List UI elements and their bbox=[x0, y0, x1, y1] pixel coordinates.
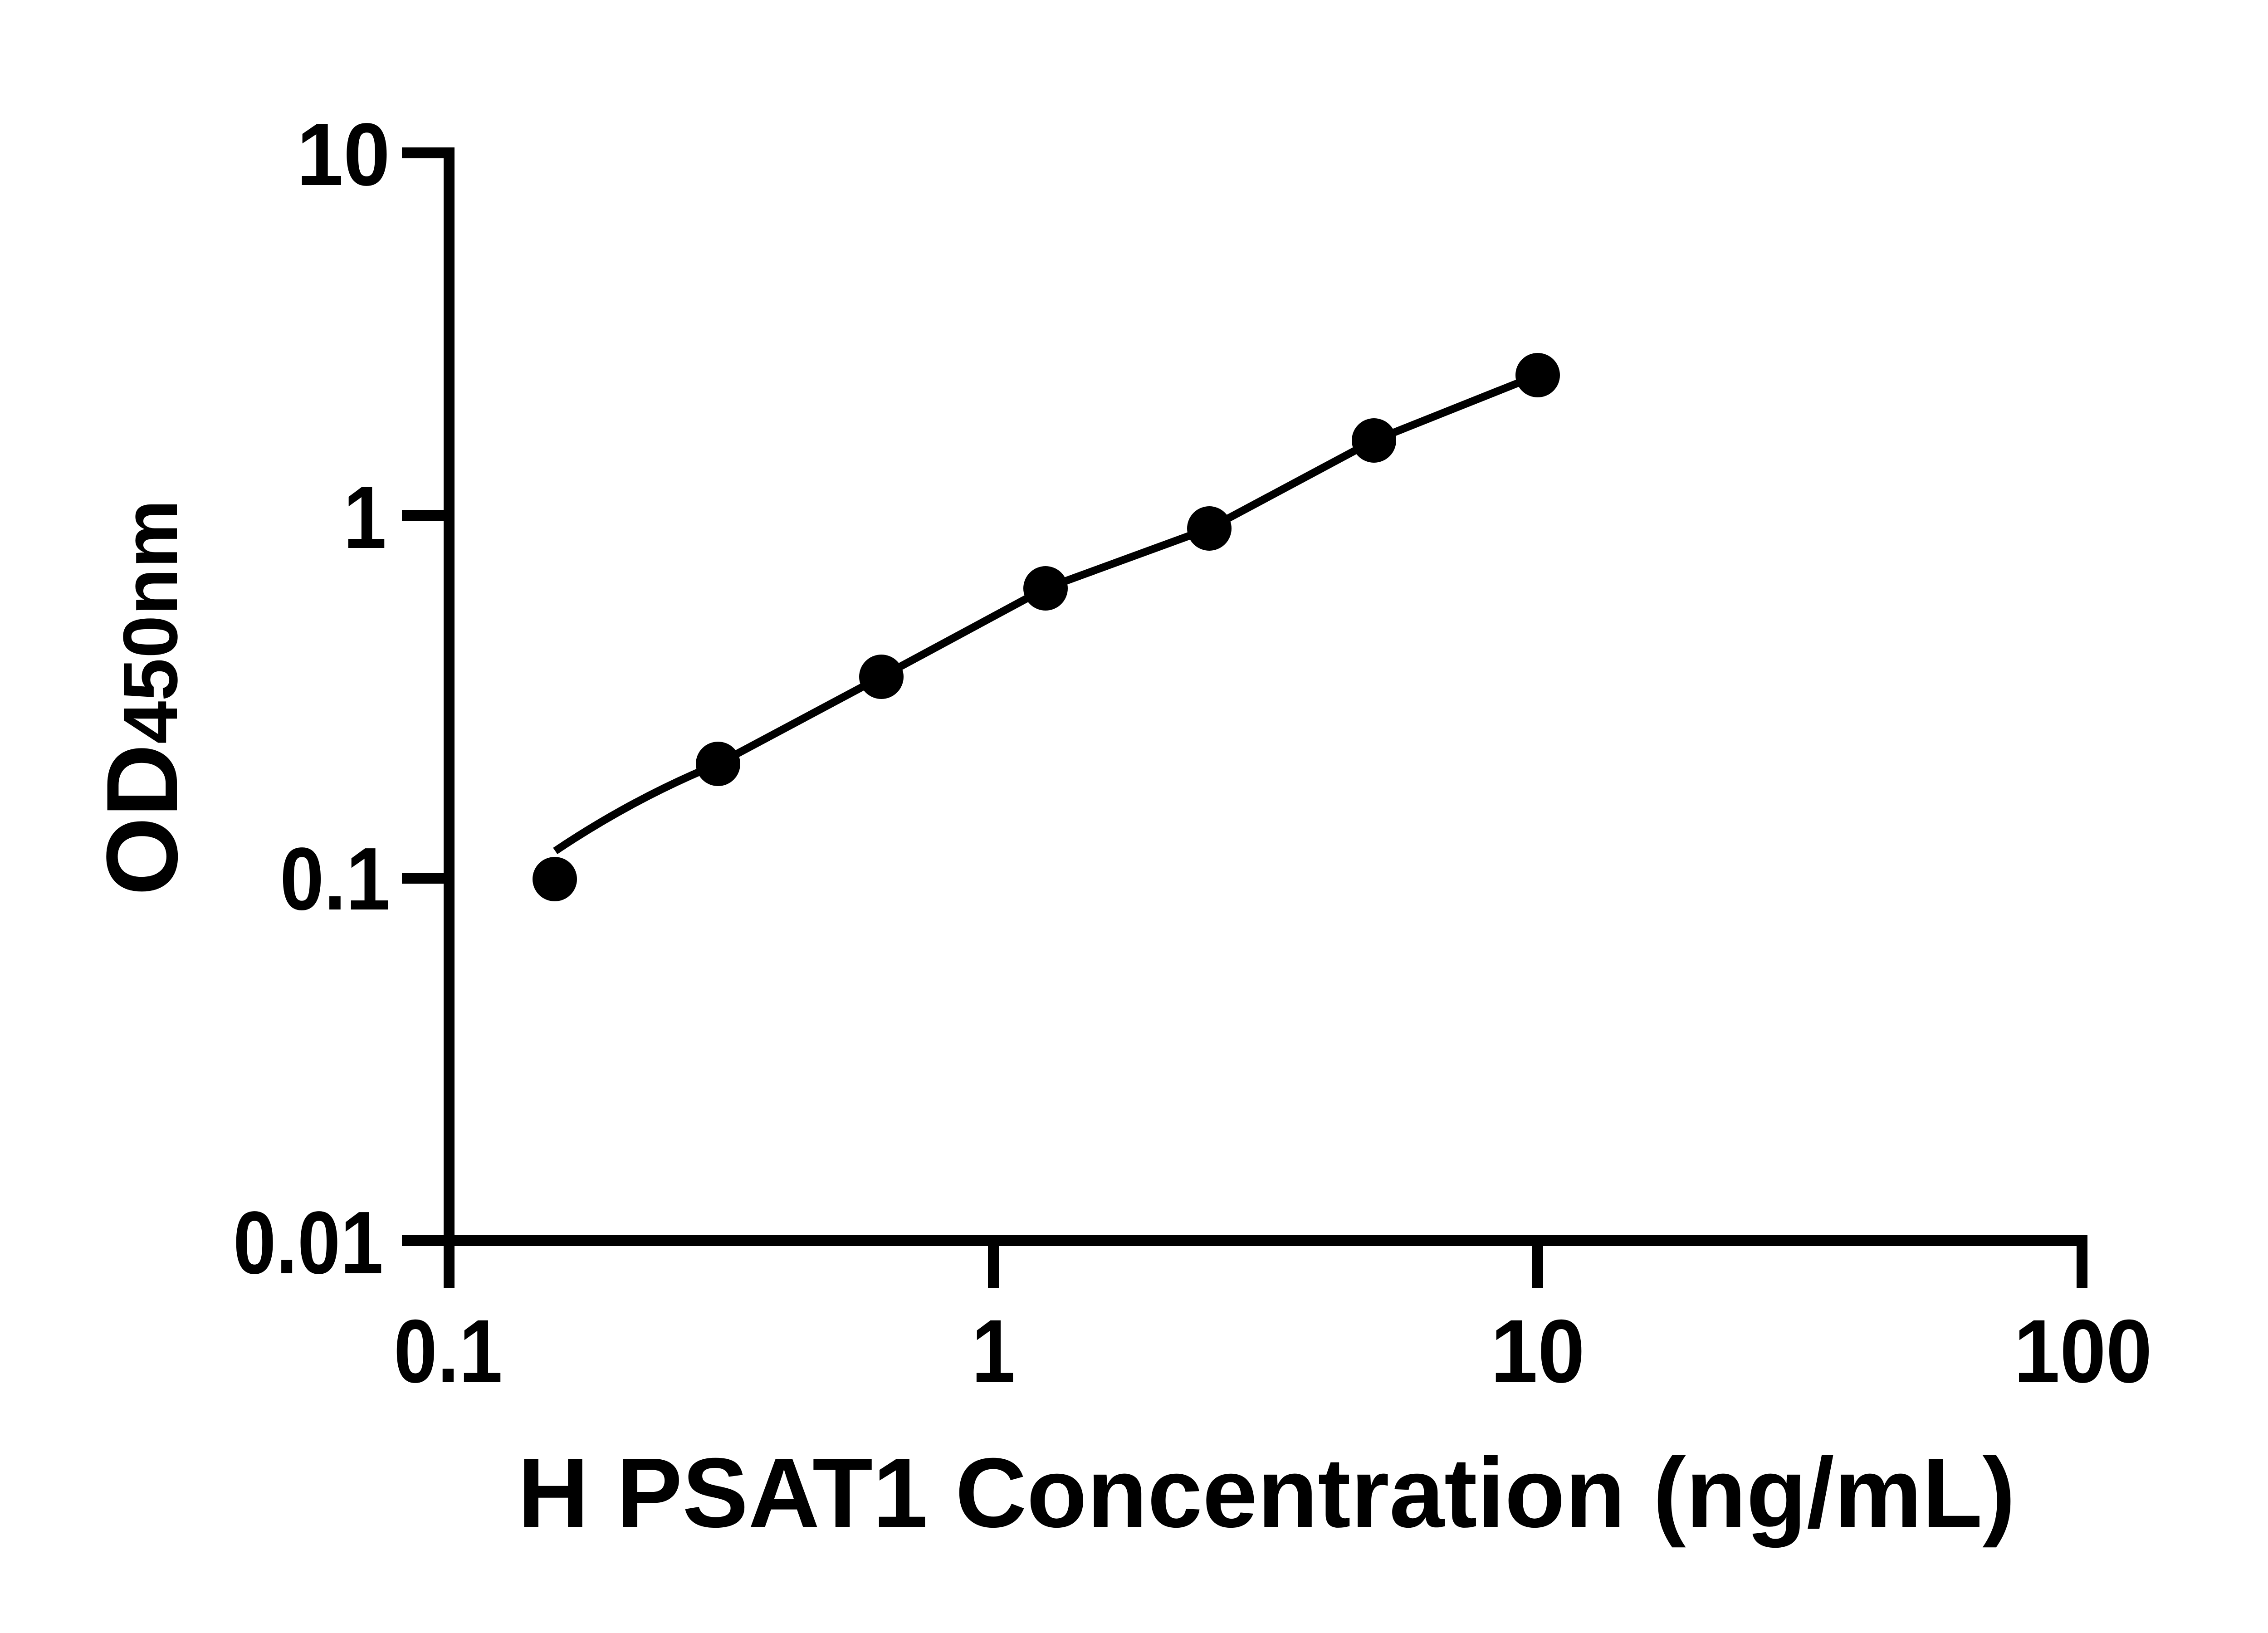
svg-text:0.1: 0.1 bbox=[394, 1301, 503, 1401]
svg-text:0.01: 0.01 bbox=[233, 1193, 383, 1292]
svg-text:1: 1 bbox=[343, 468, 386, 567]
svg-text:100: 100 bbox=[2014, 1301, 2152, 1401]
svg-text:10: 10 bbox=[297, 105, 390, 204]
svg-text:0.1: 0.1 bbox=[280, 829, 390, 929]
svg-text:1: 1 bbox=[972, 1301, 1015, 1401]
svg-text:H PSAT1 Concentration (ng/mL): H PSAT1 Concentration (ng/mL) bbox=[518, 1438, 2015, 1548]
svg-text:10: 10 bbox=[1491, 1301, 1585, 1401]
svg-text:OD450nm: OD450nm bbox=[86, 499, 199, 895]
